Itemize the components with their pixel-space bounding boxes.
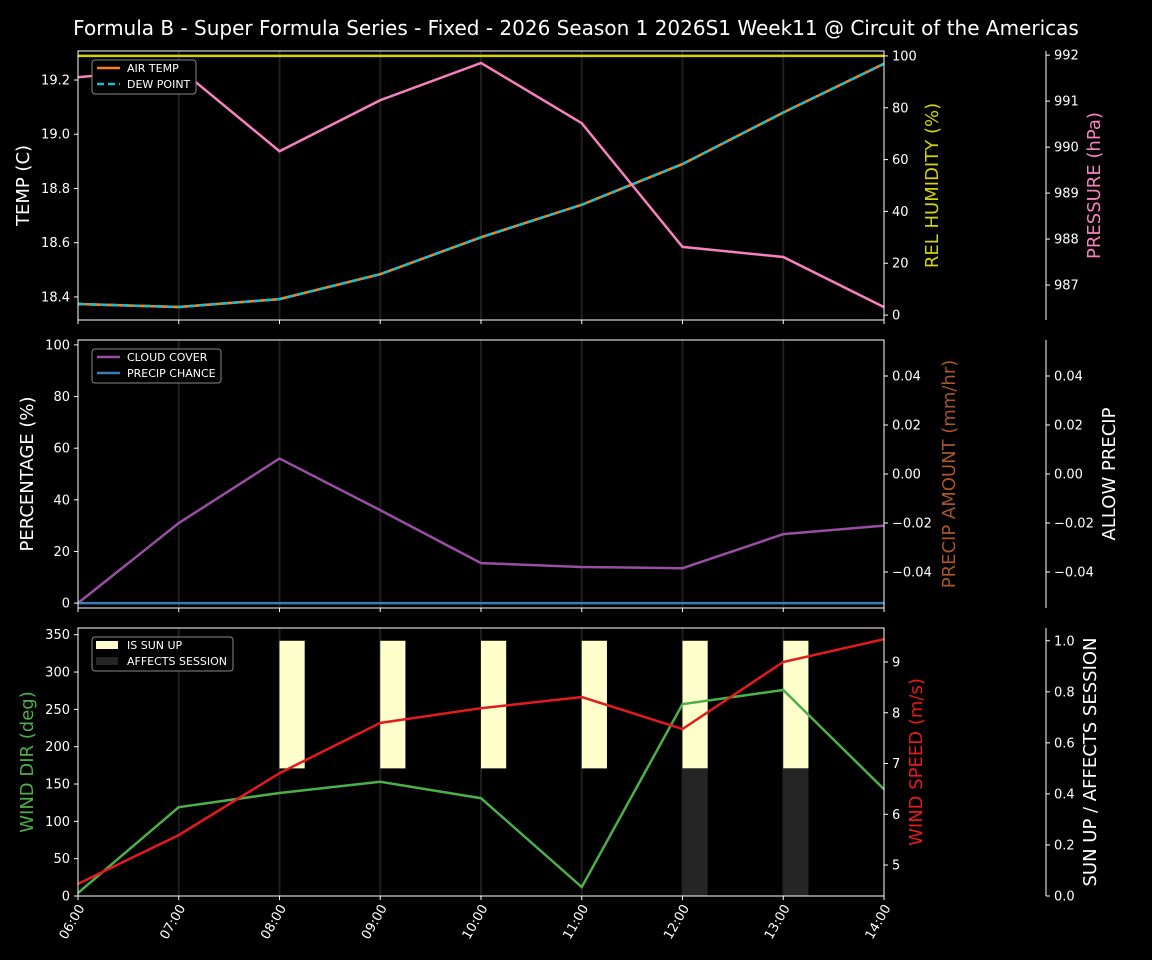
left-tick-label: 300 [45, 666, 70, 681]
legend-label: AIR TEMP [127, 62, 179, 75]
series-line-series-0 [77, 688, 885, 894]
left-tick-label: 20 [53, 545, 70, 560]
legend-swatch [96, 657, 118, 665]
panel-2: 0 20 40 60 80 100 PERCENTAGE (%) −0.04 −0.02 0.00… [17, 338, 1120, 612]
affects-session-bar [682, 768, 708, 896]
right-tick-label: 100 [892, 49, 917, 64]
right-tick-label: 6 [892, 808, 900, 823]
legend-label: AFFECTS SESSION [127, 655, 227, 668]
left-tick-label: 40 [53, 493, 70, 508]
right-axis-label: REL HUMIDITY (%) [922, 103, 943, 268]
left-tick-label: 200 [45, 740, 70, 755]
right-tick-label: 7 [892, 757, 900, 772]
right2-tick-label: 0.02 [1054, 419, 1083, 434]
legend-box [91, 636, 234, 672]
right-tick-label: 0 [892, 309, 900, 324]
legend: IS SUN UP AFFECTS SESSION [91, 636, 234, 672]
affects-session-bar [783, 768, 809, 896]
legend: CLOUD COVER PRECIP CHANCE [91, 348, 222, 384]
left-tick-label: 0 [62, 890, 70, 905]
left-tick-label: 150 [45, 778, 70, 793]
right2-tick-label: 990 [1054, 141, 1079, 156]
sun-up-bar [481, 640, 507, 769]
series-line-dew-point [77, 62, 885, 309]
right-tick-label: 60 [892, 153, 909, 168]
left-axis-label: PERCENTAGE (%) [17, 396, 38, 551]
right-axis-label: WIND SPEED (m/s) [906, 678, 927, 846]
right2-tick-label: 0.2 [1054, 838, 1075, 853]
legend-swatch [96, 641, 118, 649]
right2-tick-label: 0.00 [1054, 468, 1083, 483]
right-tick-label: 80 [892, 101, 909, 116]
right-tick-label: 0.04 [892, 370, 921, 385]
right-tick-label: 40 [892, 205, 909, 220]
right2-tick-label: 989 [1054, 187, 1079, 202]
right2-axis-label: PRESSURE (hPa) [1084, 112, 1105, 259]
right-tick-label: 0.00 [892, 468, 921, 483]
left-tick-label: 0 [62, 597, 70, 612]
left-axis-label: WIND DIR (deg) [17, 691, 38, 833]
right2-tick-label: −0.02 [1054, 516, 1094, 531]
left-tick-label: 18.4 [41, 290, 70, 305]
left-tick-label: 19.0 [41, 128, 70, 143]
right2-tick-label: −0.04 [1054, 565, 1094, 580]
right-tick-label: 20 [892, 257, 909, 272]
right2-axis-label: SUN UP / AFFECTS SESSION [1080, 637, 1101, 886]
chart-title: Formula B - Super Formula Series - Fixed… [73, 16, 1079, 40]
right-tick-label: −0.04 [892, 565, 932, 580]
legend-label: PRECIP CHANCE [127, 367, 216, 380]
series-line-series-3 [77, 61, 885, 309]
left-tick-label: 100 [45, 815, 70, 830]
legend: AIR TEMP DEW POINT [91, 59, 197, 95]
left-tick-label: 250 [45, 703, 70, 718]
legend-label: CLOUD COVER [127, 351, 208, 364]
right2-tick-label: 0.8 [1054, 685, 1075, 700]
left-axis-label: TEMP (C) [13, 145, 34, 227]
right-tick-label: 8 [892, 706, 900, 721]
right2-tick-label: 992 [1054, 49, 1079, 64]
legend-label: IS SUN UP [127, 639, 183, 652]
panel-3: 0 50 100 150 200 250 300 350 WIND DIR (deg) 5 6 7 8 9… [17, 627, 1101, 942]
right2-tick-label: 0.04 [1054, 370, 1083, 385]
panel-1: 18.4 18.6 18.8 19.0 19.2 TEMP (C) 0 20 40 60 80 100… [13, 49, 1105, 324]
left-tick-label: 80 [53, 390, 70, 405]
right2-tick-label: 987 [1054, 279, 1079, 294]
legend-box [91, 348, 222, 384]
left-tick-label: 19.2 [41, 74, 70, 89]
right2-tick-label: 0.0 [1054, 890, 1075, 905]
right2-tick-label: 988 [1054, 233, 1079, 248]
right2-axis-label: ALLOW PRECIP [1099, 407, 1120, 540]
left-tick-label: 350 [45, 628, 70, 643]
left-tick-label: 18.6 [41, 236, 70, 251]
right-tick-label: 9 [892, 656, 900, 671]
right-tick-label: −0.02 [892, 516, 932, 531]
right-axis-label: PRECIP AMOUNT (mm/hr) [939, 360, 960, 589]
sun-up-bar [279, 640, 305, 769]
left-tick-label: 18.8 [41, 182, 70, 197]
right2-tick-label: 1.0 [1054, 634, 1075, 649]
legend-label: DEW POINT [127, 78, 191, 91]
right2-tick-label: 0.4 [1054, 787, 1075, 802]
left-tick-label: 50 [53, 852, 70, 867]
right2-tick-label: 0.6 [1054, 736, 1075, 751]
left-tick-label: 100 [45, 338, 70, 353]
series-line-series-1 [77, 637, 885, 885]
right-tick-label: 5 [892, 859, 900, 874]
right-tick-label: 0.02 [892, 419, 921, 434]
series-line-cloud-cover [77, 457, 885, 605]
sun-up-bar [380, 640, 406, 769]
right2-tick-label: 991 [1054, 95, 1079, 110]
left-tick-label: 60 [53, 442, 70, 457]
